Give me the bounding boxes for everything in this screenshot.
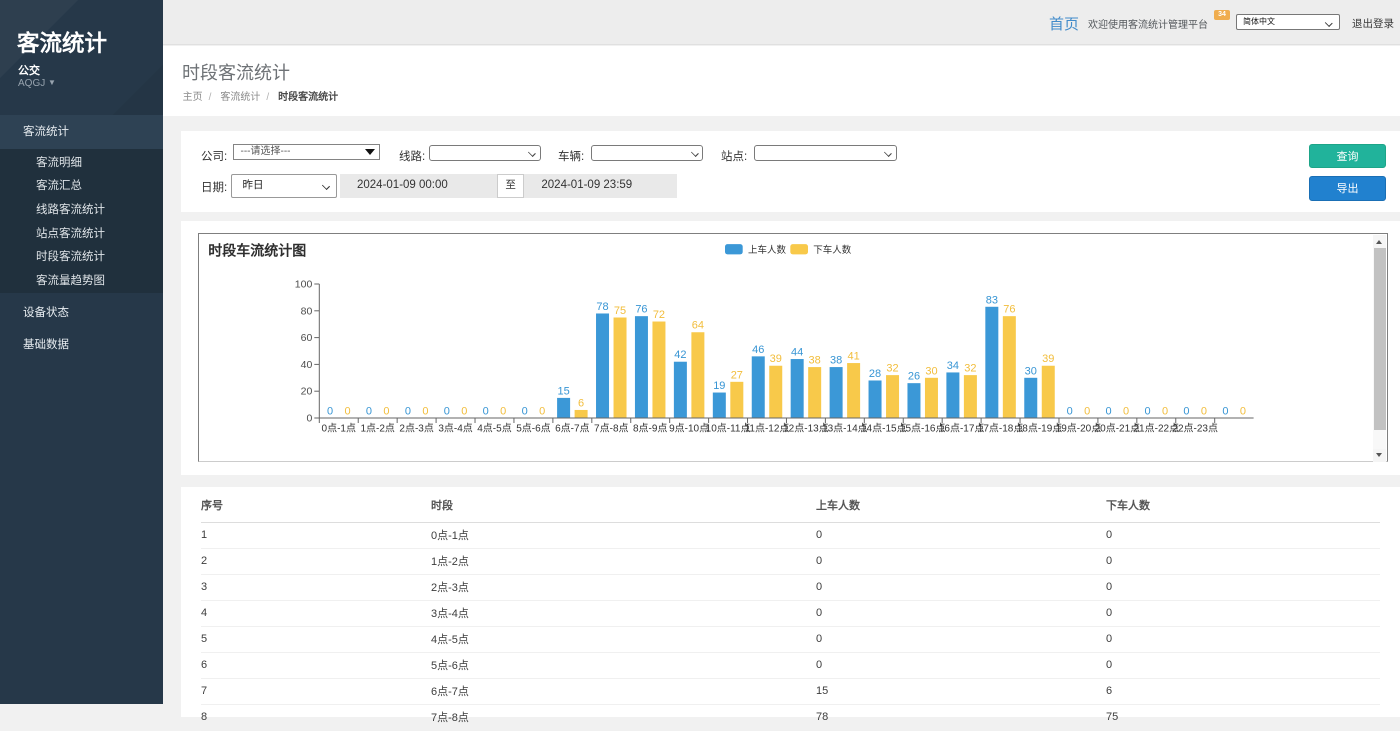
svg-text:9点-10点: 9点-10点 bbox=[669, 423, 709, 435]
svg-text:78: 78 bbox=[596, 301, 608, 313]
svg-text:30: 30 bbox=[1024, 365, 1036, 377]
svg-text:100: 100 bbox=[294, 279, 312, 291]
svg-text:0: 0 bbox=[306, 413, 312, 425]
svg-text:76: 76 bbox=[635, 304, 647, 316]
svg-text:20点-21点: 20点-21点 bbox=[1094, 423, 1140, 435]
svg-text:32: 32 bbox=[964, 363, 976, 375]
svg-text:0: 0 bbox=[383, 406, 389, 418]
svg-text:20: 20 bbox=[300, 386, 312, 398]
svg-text:0: 0 bbox=[1105, 406, 1111, 418]
svg-text:0: 0 bbox=[1222, 406, 1228, 418]
svg-text:41: 41 bbox=[847, 351, 859, 363]
svg-text:22点-23点: 22点-23点 bbox=[1172, 423, 1218, 435]
svg-text:60: 60 bbox=[300, 332, 312, 344]
svg-text:0: 0 bbox=[1240, 406, 1246, 418]
svg-text:0: 0 bbox=[443, 406, 449, 418]
svg-text:44: 44 bbox=[791, 347, 803, 359]
svg-text:0点-1点: 0点-1点 bbox=[321, 423, 355, 435]
svg-text:32: 32 bbox=[886, 363, 898, 375]
svg-text:46: 46 bbox=[752, 344, 764, 356]
svg-text:40: 40 bbox=[300, 359, 312, 371]
svg-text:14点-15点: 14点-15点 bbox=[861, 423, 907, 435]
svg-text:0: 0 bbox=[366, 406, 372, 418]
svg-text:42: 42 bbox=[674, 349, 686, 361]
svg-text:18点-19点: 18点-19点 bbox=[1016, 423, 1062, 435]
svg-text:0: 0 bbox=[422, 406, 428, 418]
svg-text:3点-4点: 3点-4点 bbox=[438, 423, 472, 435]
svg-text:26: 26 bbox=[908, 371, 920, 383]
svg-text:6: 6 bbox=[578, 397, 584, 409]
svg-text:15点-16点: 15点-16点 bbox=[900, 423, 946, 435]
svg-text:75: 75 bbox=[614, 305, 626, 317]
svg-text:64: 64 bbox=[691, 320, 703, 332]
svg-text:0: 0 bbox=[1144, 406, 1150, 418]
svg-text:15: 15 bbox=[557, 385, 569, 397]
svg-text:7点-8点: 7点-8点 bbox=[594, 423, 628, 435]
svg-text:0: 0 bbox=[1201, 406, 1207, 418]
svg-text:38: 38 bbox=[808, 355, 820, 367]
svg-text:1点-2点: 1点-2点 bbox=[360, 423, 394, 435]
svg-text:0: 0 bbox=[327, 406, 333, 418]
svg-text:19: 19 bbox=[713, 380, 725, 392]
svg-text:11点-12点: 11点-12点 bbox=[744, 423, 789, 435]
svg-text:下车人数: 下车人数 bbox=[813, 244, 852, 256]
svg-text:0: 0 bbox=[1162, 406, 1168, 418]
svg-text:2点-3点: 2点-3点 bbox=[399, 423, 433, 435]
svg-text:0: 0 bbox=[482, 406, 488, 418]
svg-text:19点-20点: 19点-20点 bbox=[1055, 423, 1101, 435]
svg-text:0: 0 bbox=[461, 406, 467, 418]
svg-text:16点-17点: 16点-17点 bbox=[939, 423, 985, 435]
svg-text:0: 0 bbox=[539, 406, 545, 418]
svg-text:12点-13点: 12点-13点 bbox=[783, 423, 829, 435]
svg-text:72: 72 bbox=[653, 309, 665, 321]
svg-text:80: 80 bbox=[300, 305, 312, 317]
svg-text:0: 0 bbox=[344, 406, 350, 418]
svg-text:34: 34 bbox=[946, 360, 958, 372]
svg-text:30: 30 bbox=[925, 365, 937, 377]
svg-text:时段车流统计图: 时段车流统计图 bbox=[208, 243, 306, 259]
svg-text:83: 83 bbox=[985, 294, 997, 306]
svg-text:0: 0 bbox=[521, 406, 527, 418]
svg-text:0: 0 bbox=[1183, 406, 1189, 418]
svg-text:0: 0 bbox=[1066, 406, 1072, 418]
svg-text:27: 27 bbox=[730, 369, 742, 381]
svg-text:0: 0 bbox=[405, 406, 411, 418]
svg-text:10点-11点: 10点-11点 bbox=[705, 423, 750, 435]
svg-text:6点-7点: 6点-7点 bbox=[555, 423, 589, 435]
svg-text:13点-14点: 13点-14点 bbox=[822, 423, 868, 435]
svg-text:38: 38 bbox=[830, 355, 842, 367]
svg-text:0: 0 bbox=[1084, 406, 1090, 418]
svg-text:76: 76 bbox=[1003, 304, 1015, 316]
svg-text:21点-22点: 21点-22点 bbox=[1133, 423, 1179, 435]
svg-text:17点-18点: 17点-18点 bbox=[977, 423, 1023, 435]
svg-text:39: 39 bbox=[769, 353, 781, 365]
svg-text:上车人数: 上车人数 bbox=[748, 244, 787, 256]
svg-text:28: 28 bbox=[869, 368, 881, 380]
svg-text:39: 39 bbox=[1042, 353, 1054, 365]
svg-text:8点-9点: 8点-9点 bbox=[633, 423, 667, 435]
svg-text:0: 0 bbox=[500, 406, 506, 418]
svg-text:5点-6点: 5点-6点 bbox=[516, 423, 550, 435]
svg-text:4点-5点: 4点-5点 bbox=[477, 423, 511, 435]
svg-text:0: 0 bbox=[1123, 406, 1129, 418]
